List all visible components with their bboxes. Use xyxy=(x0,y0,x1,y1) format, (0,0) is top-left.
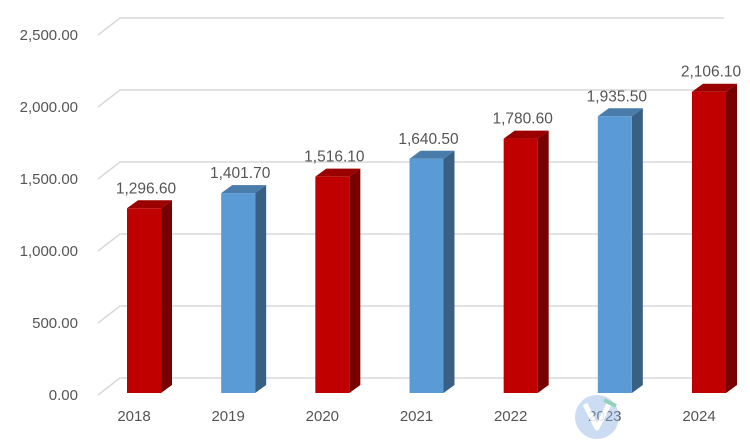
data-label: 1,640.50 xyxy=(398,131,459,148)
x-tick-label: 2021 xyxy=(400,408,433,425)
bar-side xyxy=(726,83,737,393)
y-tick-label: 0.00 xyxy=(49,387,78,404)
bar-2019 xyxy=(221,185,267,393)
x-axis-ticks: 2018201920202021202220232024 xyxy=(117,408,715,425)
bar-2020 xyxy=(315,168,361,393)
data-label: 1,296.60 xyxy=(116,180,177,197)
y-tick-label: 500.00 xyxy=(32,315,78,332)
x-tick-label: 2024 xyxy=(682,408,715,425)
bar-side xyxy=(443,150,455,393)
data-label: 1,935.50 xyxy=(587,88,648,105)
y-tick-label: 1,000.00 xyxy=(20,243,78,260)
y-axis-ticks: 0.00 500.00 1,000.00 1,500.00 2,000.00 2,500.… xyxy=(20,27,78,404)
bar-front xyxy=(503,138,538,393)
bar-front xyxy=(597,116,632,394)
bar-top xyxy=(692,83,737,92)
bar-top xyxy=(503,130,549,139)
x-tick-label: 2022 xyxy=(494,408,527,425)
x-tick-label: 2020 xyxy=(306,408,339,425)
data-label: 1,401.70 xyxy=(210,165,271,182)
bar-2023 xyxy=(597,108,643,394)
bar-side xyxy=(255,185,267,393)
bar-side xyxy=(537,130,549,393)
bar-top xyxy=(221,185,267,194)
x-tick-label: 2018 xyxy=(117,408,150,425)
bar-2018 xyxy=(127,200,172,393)
data-label: 2,106.10 xyxy=(681,64,742,81)
bar-2024 xyxy=(692,83,737,393)
gridline xyxy=(97,17,724,36)
bar-side xyxy=(631,108,643,394)
bar-side xyxy=(349,168,361,393)
bar-side xyxy=(161,200,172,393)
data-labels: 1,296.60 1,401.70 1,516.10 1,640.50 1,780.60… xyxy=(116,64,742,198)
bar-top xyxy=(127,200,172,209)
bar-front xyxy=(315,176,350,393)
data-label: 1,516.10 xyxy=(304,149,365,166)
y-tick-label: 2,500.00 xyxy=(20,27,78,44)
bar-2022 xyxy=(503,130,549,393)
y-tick-label: 1,500.00 xyxy=(20,171,78,188)
bar-2021 xyxy=(409,150,455,393)
y-tick-label: 2,000.00 xyxy=(20,99,78,116)
bar-top xyxy=(597,108,643,117)
x-tick-label: 2019 xyxy=(211,408,244,425)
bar-top xyxy=(409,150,455,159)
bars xyxy=(127,83,737,394)
gridline xyxy=(97,89,724,108)
watermark-logo-icon xyxy=(575,395,619,439)
data-label: 1,780.60 xyxy=(492,111,553,128)
bar-front xyxy=(692,91,726,393)
bar-front xyxy=(221,193,256,393)
bar-top xyxy=(315,168,361,177)
bar-front xyxy=(127,208,161,393)
bar-front xyxy=(409,158,444,393)
